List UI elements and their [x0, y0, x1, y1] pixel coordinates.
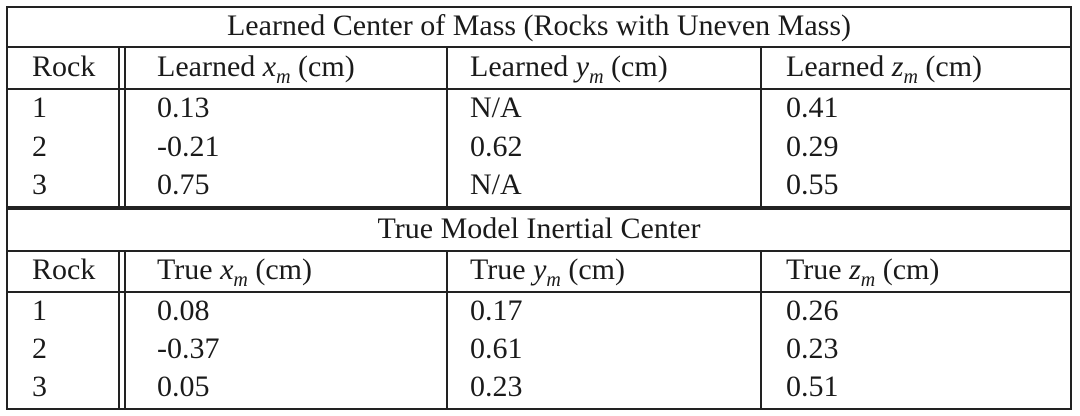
vrule-col2-2	[446, 250, 448, 408]
s1-r1-x: 0.13	[157, 91, 210, 124]
s1-r3-x: 0.75	[157, 168, 210, 201]
s2-r2-rock: 2	[32, 332, 47, 365]
vrule-double-b-1	[124, 46, 126, 208]
rule-below-header-1	[6, 88, 1072, 90]
s2-header-x: True xm (cm)	[157, 253, 312, 291]
s1-header-z: Learned zm (cm)	[786, 50, 983, 88]
s1-r1-y: N/A	[470, 91, 522, 124]
s1-r2-y: 0.62	[470, 130, 523, 163]
vrule-double-a-2	[118, 250, 120, 408]
s2-r2-z: 0.23	[786, 332, 839, 365]
rule-below-title-1	[6, 46, 1072, 48]
s1-r2-x: -0.21	[157, 130, 220, 163]
vrule-double-b-2	[124, 250, 126, 408]
rule-below-title-2	[6, 250, 1072, 252]
s1-header-y: Learned ym (cm)	[470, 50, 668, 88]
s2-header-y: True ym (cm)	[470, 253, 625, 291]
s1-r1-z: 0.41	[786, 91, 839, 124]
rule-section-divider	[6, 206, 1072, 210]
s1-r2-z: 0.29	[786, 130, 839, 163]
s2-r1-y: 0.17	[470, 294, 523, 327]
s2-r3-y: 0.23	[470, 370, 523, 403]
s1-r3-rock: 3	[32, 168, 47, 201]
s1-r2-rock: 2	[32, 130, 47, 163]
s2-header-z: True zm (cm)	[786, 253, 940, 291]
s1-header-rock: Rock	[32, 50, 96, 83]
s1-r1-rock: 1	[32, 91, 47, 124]
s2-r2-x: -0.37	[157, 332, 220, 365]
s2-r3-rock: 3	[32, 370, 47, 403]
s2-r3-x: 0.05	[157, 370, 210, 403]
s2-r2-y: 0.61	[470, 332, 523, 365]
s2-r1-x: 0.08	[157, 294, 210, 327]
vrule-col3-2	[760, 250, 762, 408]
s2-r1-z: 0.26	[786, 294, 839, 327]
s2-header-rock: Rock	[32, 253, 96, 286]
s2-r1-rock: 1	[32, 294, 47, 327]
s1-r3-y: N/A	[470, 168, 522, 201]
section-1-title: Learned Center of Mass (Rocks with Uneve…	[226, 9, 851, 42]
s1-header-x: Learned xm (cm)	[157, 50, 355, 88]
s1-r3-z: 0.55	[786, 168, 839, 201]
s2-r3-z: 0.51	[786, 370, 839, 403]
vrule-col3-1	[760, 46, 762, 208]
vrule-double-a-1	[118, 46, 120, 208]
vrule-col2-1	[446, 46, 448, 208]
section-2-title: True Model Inertial Center	[377, 212, 701, 245]
rule-below-header-2	[6, 291, 1072, 293]
